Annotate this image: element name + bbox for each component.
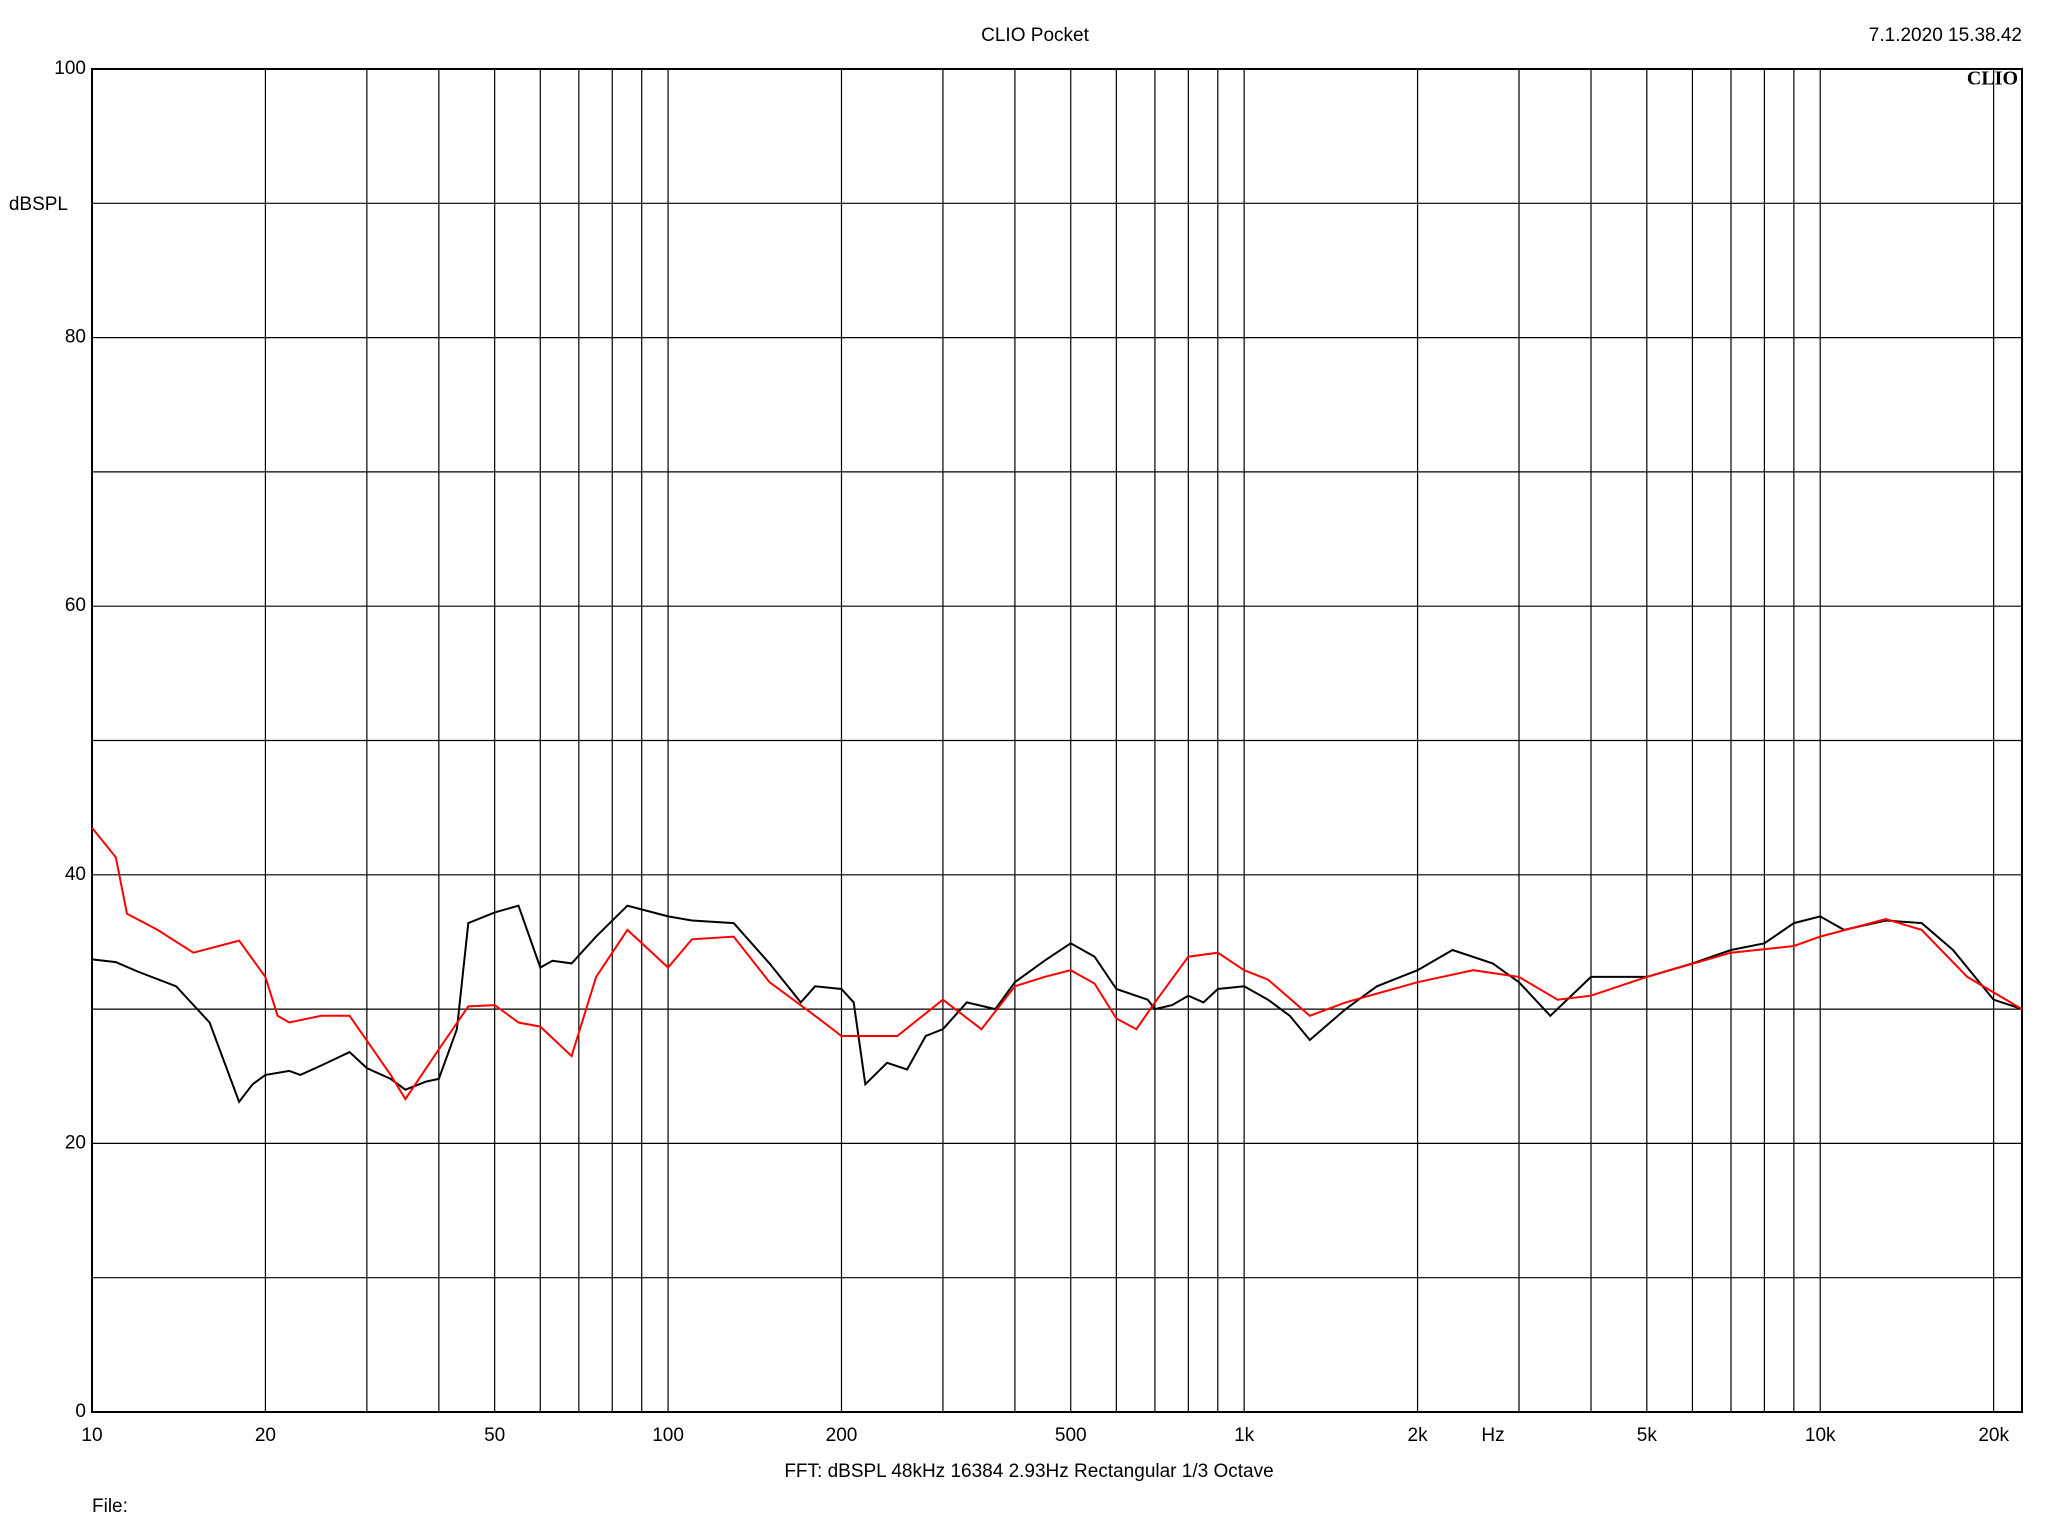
- x-tick-label: 20: [255, 1425, 276, 1446]
- x-tick-label: 100: [652, 1425, 684, 1446]
- y-tick-label: 60: [65, 595, 86, 616]
- x-tick-label: 20k: [1978, 1425, 2009, 1446]
- x-tick-label: 10k: [1805, 1425, 1836, 1446]
- logo: CLIO: [1967, 68, 2018, 90]
- x-tick-label: 10: [81, 1425, 102, 1446]
- series-line: [91, 827, 2023, 1101]
- x-tick-label: 5k: [1637, 1425, 1658, 1446]
- plot-frame: [91, 68, 2023, 1413]
- file-label: File:: [92, 1496, 128, 1517]
- y-tick-label: 0: [75, 1401, 86, 1422]
- x-tick-label: 50: [484, 1425, 505, 1446]
- footer: FFT: dBSPL 48kHz 16384 2.93Hz Rectangula…: [784, 1461, 1273, 1482]
- y-tick-label: 40: [65, 864, 86, 885]
- x-tick-label: 2k: [1408, 1425, 1429, 1446]
- x-axis-label: Hz: [1481, 1425, 1504, 1446]
- x-tick-label: 1k: [1234, 1425, 1255, 1446]
- y-axis-label: dBSPL: [9, 194, 68, 215]
- chart-title: CLIO Pocket: [981, 25, 1089, 46]
- x-tick-label: 500: [1055, 1425, 1087, 1446]
- series-line: [91, 904, 2023, 1104]
- y-tick-label: 80: [65, 327, 86, 348]
- x-tick-label: 200: [826, 1425, 858, 1446]
- timestamp: 7.1.2020 15.38.42: [1869, 25, 2022, 46]
- y-tick-label: 100: [54, 58, 86, 79]
- y-tick-label: 20: [65, 1132, 86, 1153]
